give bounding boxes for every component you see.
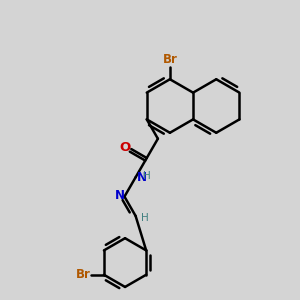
Text: N: N [115,189,125,202]
Text: H: H [143,171,151,181]
Text: O: O [120,141,131,154]
Text: Br: Br [75,268,90,281]
Text: N: N [137,171,147,184]
Text: H: H [141,213,149,223]
Text: Br: Br [163,52,177,66]
